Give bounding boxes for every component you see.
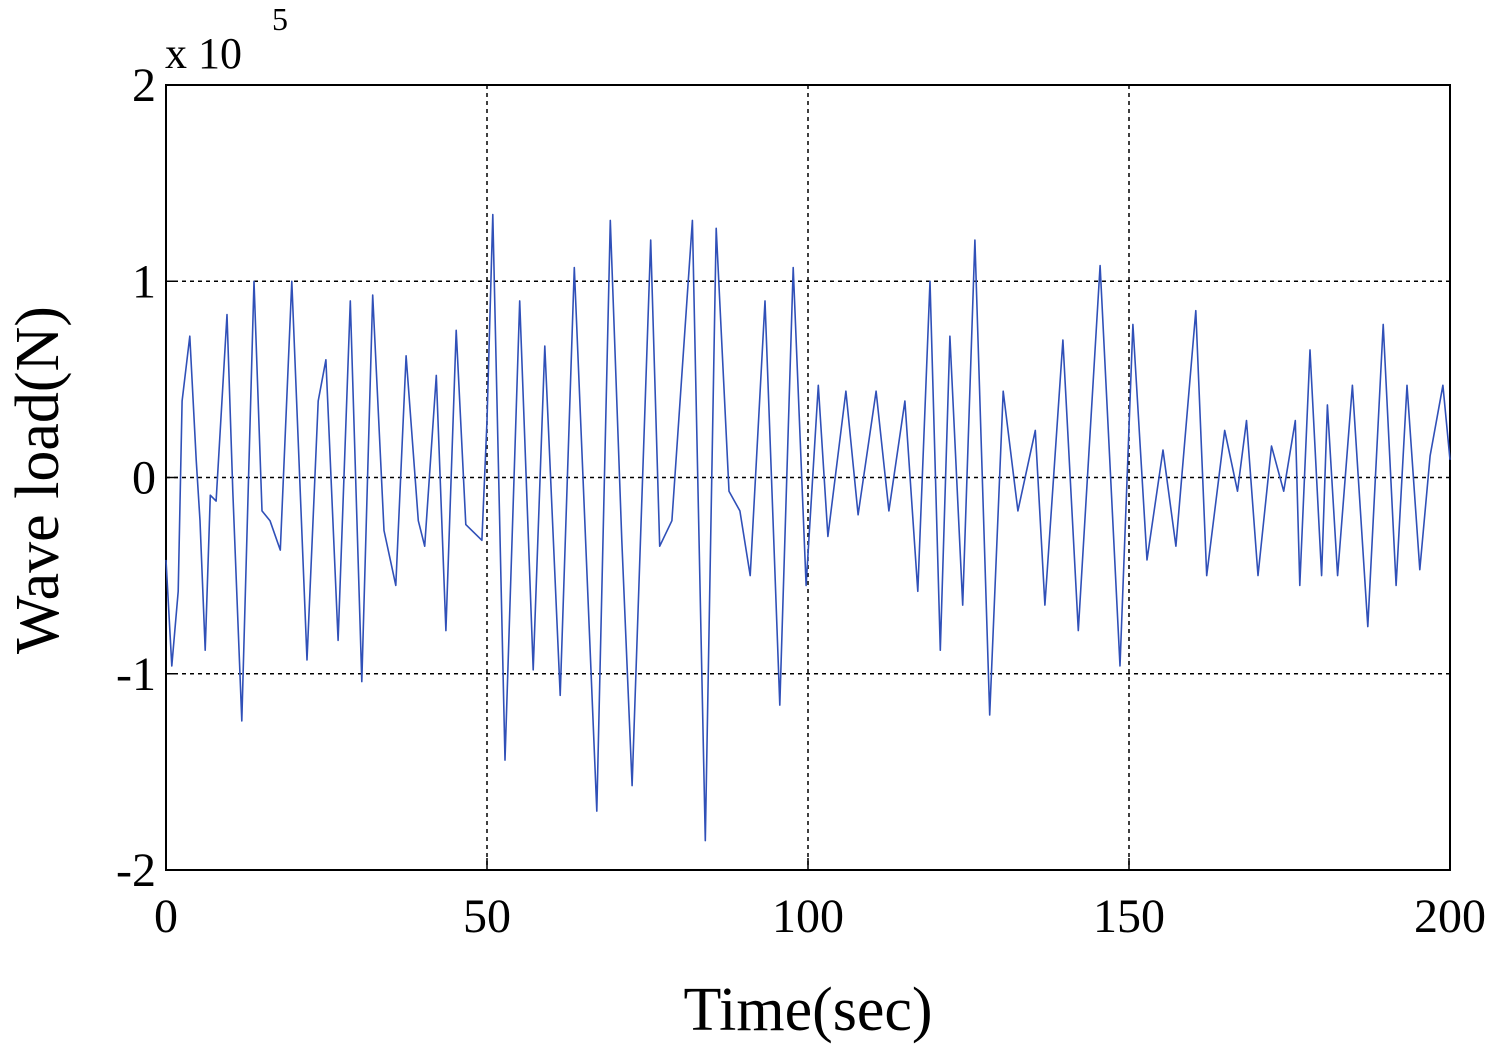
y-tick-label: 0 <box>132 452 156 505</box>
y-multiplier: x 10 <box>165 29 242 78</box>
x-tick-label: 0 <box>154 890 178 943</box>
plot-frame <box>165 84 1451 871</box>
x-axis-label: Time(sec) <box>683 976 932 1044</box>
x-tick-label: 100 <box>772 890 844 943</box>
x-tick-label: 50 <box>463 890 511 943</box>
y-tick-label: -2 <box>116 844 156 897</box>
y-axis-label: Wave load(N) <box>4 306 72 654</box>
y-tick-label: 2 <box>132 59 156 112</box>
data-line <box>165 213 1451 842</box>
x-tick-label: 200 <box>1414 890 1486 943</box>
y-exponent: 5 <box>272 1 288 37</box>
x-tick-label: 150 <box>1093 890 1165 943</box>
y-tick-label: 1 <box>132 255 156 308</box>
y-tick-label: -1 <box>116 648 156 701</box>
